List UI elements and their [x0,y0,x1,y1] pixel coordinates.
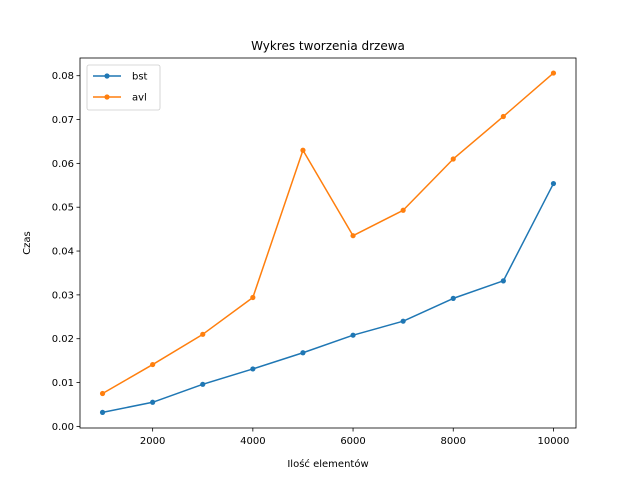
data-point-bst [99,409,106,415]
legend-label-avl: avl [132,93,147,104]
data-point-bst [300,350,306,356]
data-point-avl [400,207,406,213]
legend-label-bst: bst [132,72,148,83]
x-axis-label: Ilość elementów [287,458,368,470]
x-tick-label: 4000 [240,436,265,447]
y-axis-label: Czas [22,231,33,255]
data-point-bst [400,318,406,324]
x-axis: 2000 4000 6000 8000 10000 [140,428,569,447]
y-tick-label: 0.00 [52,422,74,433]
data-point-avl [550,70,557,76]
data-point-bst [450,295,456,301]
y-tick-label: 0.08 [52,71,74,82]
legend-box [86,64,161,111]
x-tick-label: 6000 [340,436,365,447]
plot-area-frame [79,57,577,429]
x-tick-label: 8000 [441,436,466,447]
chart-title: Wykres tworzenia drzewa [251,39,405,53]
data-point-bst [500,278,506,284]
y-axis: 0.00 0.01 0.02 0.03 0.04 0.05 0.06 0.07 0.08 [52,71,80,433]
data-point-avl [450,156,456,162]
x-tick-label: 10000 [538,436,570,447]
y-tick-label: 0.07 [52,115,74,126]
y-tick-label: 0.03 [52,290,74,301]
data-point-avl [500,113,506,120]
x-tick-label: 2000 [140,436,165,447]
y-tick-label: 0.05 [52,203,74,214]
legend: bst avl [86,64,161,111]
data-point-avl [150,361,156,368]
y-tick-label: 0.01 [52,378,74,389]
data-point-avl [300,147,306,153]
data-point-bst [200,381,206,387]
data-point-bst [250,366,256,372]
data-point-avl [250,294,256,301]
series-layer [99,70,557,415]
data-point-bst [150,399,156,405]
y-tick-label: 0.06 [52,159,74,170]
data-point-avl [99,390,106,397]
y-tick-label: 0.02 [52,334,74,345]
data-point-bst [550,180,557,187]
data-point-bst [350,332,356,338]
y-tick-label: 0.04 [52,247,74,258]
series-line-avl [102,72,554,395]
legend-marker-bst [104,73,110,79]
legend-marker-avl [104,94,110,100]
series-line-bst [102,183,555,414]
data-point-avl [200,331,206,337]
data-point-avl [350,233,356,239]
